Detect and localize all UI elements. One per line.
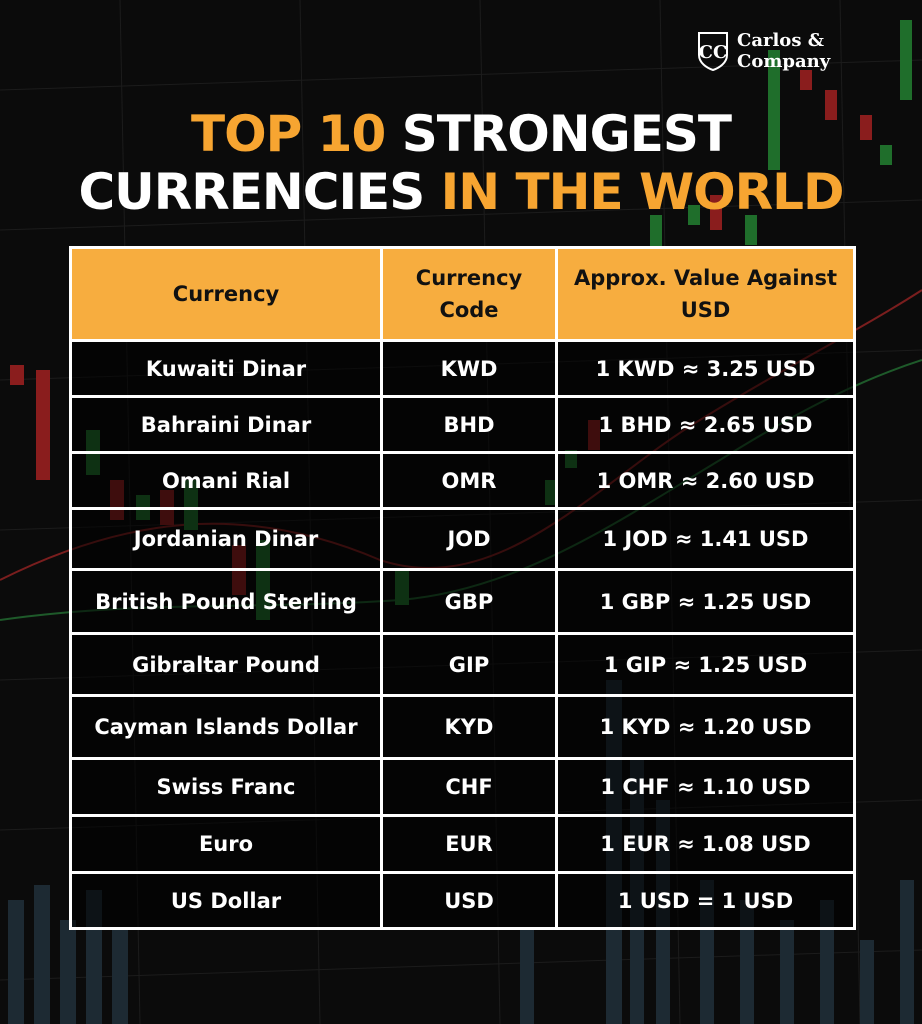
cell-currency: US Dollar xyxy=(69,871,383,930)
table-row: Jordanian Dinar JOD 1 JOD ≈ 1.41 USD xyxy=(69,507,856,571)
table-row: Bahraini Dinar BHD 1 BHD ≈ 2.65 USD xyxy=(69,395,856,454)
cell-code: OMR xyxy=(380,451,558,510)
cell-code: JOD xyxy=(380,507,558,571)
title-line1: TOP 10 STRONGEST xyxy=(0,105,922,163)
cell-code: EUR xyxy=(380,814,558,874)
page-title: TOP 10 STRONGEST CURRENCIES IN THE WORLD xyxy=(0,105,922,221)
svg-text:CC: CC xyxy=(699,42,728,63)
title-accent-1: TOP 10 xyxy=(191,105,386,163)
cell-currency: Gibraltar Pound xyxy=(69,632,383,697)
cell-currency: Omani Rial xyxy=(69,451,383,510)
header-currency: Currency xyxy=(69,246,383,342)
cell-value: 1 BHD ≈ 2.65 USD xyxy=(555,395,856,454)
cell-value: 1 EUR ≈ 1.08 USD xyxy=(555,814,856,874)
cell-currency: Euro xyxy=(69,814,383,874)
table-row: Euro EUR 1 EUR ≈ 1.08 USD xyxy=(69,814,856,874)
table-row: US Dollar USD 1 USD = 1 USD xyxy=(69,871,856,930)
table-row: British Pound Sterling GBP 1 GBP ≈ 1.25 US… xyxy=(69,568,856,635)
title-accent-2: IN THE WORLD xyxy=(440,163,845,221)
cell-code: KYD xyxy=(380,694,558,760)
table-row: Omani Rial OMR 1 OMR ≈ 2.60 USD xyxy=(69,451,856,510)
cell-code: BHD xyxy=(380,395,558,454)
cell-currency: Cayman Islands Dollar xyxy=(69,694,383,760)
cell-code: GIP xyxy=(380,632,558,697)
currency-table: Currency Currency Code Approx. Value Aga… xyxy=(69,246,856,930)
header-value: Approx. Value Against USD xyxy=(555,246,856,342)
cell-value: 1 CHF ≈ 1.10 USD xyxy=(555,757,856,817)
cell-currency: Bahraini Dinar xyxy=(69,395,383,454)
table-row: Kuwaiti Dinar KWD 1 KWD ≈ 3.25 USD xyxy=(69,339,856,398)
currency-table-container: Currency Currency Code Approx. Value Aga… xyxy=(69,246,856,930)
cell-value: 1 GBP ≈ 1.25 USD xyxy=(555,568,856,635)
table-row: Swiss Franc CHF 1 CHF ≈ 1.10 USD xyxy=(69,757,856,817)
cell-code: CHF xyxy=(380,757,558,817)
cell-code: GBP xyxy=(380,568,558,635)
cell-value: 1 GIP ≈ 1.25 USD xyxy=(555,632,856,697)
brand-line2: Company xyxy=(737,51,831,72)
brand-logo: CC Carlos & Company xyxy=(697,30,830,72)
cell-currency: Swiss Franc xyxy=(69,757,383,817)
cell-value: 1 OMR ≈ 2.60 USD xyxy=(555,451,856,510)
title-line2: CURRENCIES IN THE WORLD xyxy=(0,163,922,221)
brand-name: Carlos & Company xyxy=(737,30,830,72)
table-header-row: Currency Currency Code Approx. Value Aga… xyxy=(69,246,856,342)
cell-value: 1 KYD ≈ 1.20 USD xyxy=(555,694,856,760)
cell-currency: Jordanian Dinar xyxy=(69,507,383,571)
table-row: Gibraltar Pound GIP 1 GIP ≈ 1.25 USD xyxy=(69,632,856,697)
title-rest-1: STRONGEST xyxy=(401,105,732,163)
header-code: Currency Code xyxy=(380,246,558,342)
table-row: Cayman Islands Dollar KYD 1 KYD ≈ 1.20 USD xyxy=(69,694,856,760)
cell-value: 1 USD = 1 USD xyxy=(555,871,856,930)
cell-value: 1 JOD ≈ 1.41 USD xyxy=(555,507,856,571)
cell-code: USD xyxy=(380,871,558,930)
shield-icon: CC xyxy=(698,32,728,71)
cell-code: KWD xyxy=(380,339,558,398)
brand-line1: Carlos & xyxy=(737,30,824,51)
cell-currency: Kuwaiti Dinar xyxy=(69,339,383,398)
title-start-2: CURRENCIES xyxy=(78,163,425,221)
cell-value: 1 KWD ≈ 3.25 USD xyxy=(555,339,856,398)
cell-currency: British Pound Sterling xyxy=(69,568,383,635)
